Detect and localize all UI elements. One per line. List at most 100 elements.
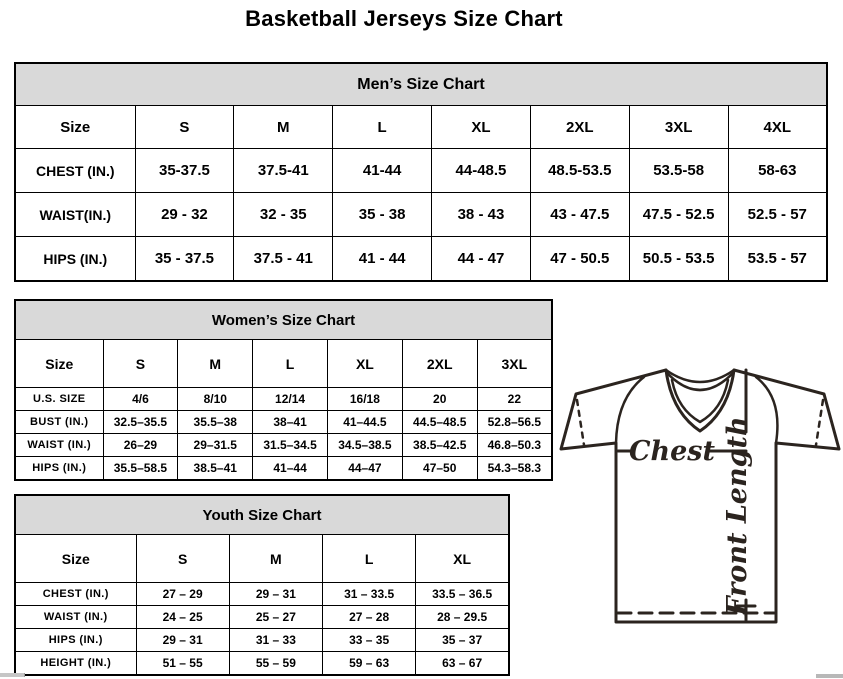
size-value-cell: 51 – 55	[135, 651, 230, 676]
size-value-cell: 33 – 35	[321, 628, 417, 652]
table-header-row: Size S M L XL 2XL 3XL	[14, 339, 553, 388]
row-label: U.S. SIZE	[14, 387, 104, 411]
column-header: 2XL	[529, 105, 630, 149]
front-length-label: Front Length	[722, 416, 753, 616]
size-value-cell: 29 – 31	[135, 628, 230, 652]
column-header: Size	[14, 534, 137, 583]
table-row: WAIST(IN.) 29 - 32 32 - 35 35 - 38 38 - …	[14, 192, 828, 237]
table-row: HIPS (IN.) 35 - 37.5 37.5 - 41 41 - 44 4…	[14, 236, 828, 282]
column-header: Size	[14, 105, 136, 149]
size-value-cell: 38 - 43	[431, 192, 531, 237]
column-header: L	[252, 339, 328, 388]
vneck-outer	[664, 368, 736, 433]
size-value-cell: 38.5–41	[177, 456, 254, 481]
size-value-cell: 54.3–58.3	[476, 456, 553, 481]
size-value-cell: 50.5 - 53.5	[628, 236, 729, 282]
size-value-cell: 35 – 37	[415, 628, 510, 652]
size-value-cell: 12/14	[252, 387, 328, 411]
table-header-row: Size S M L XL 2XL 3XL 4XL	[14, 105, 828, 149]
size-value-cell: 22	[476, 387, 553, 411]
size-value-cell: 27 – 29	[135, 582, 230, 606]
size-value-cell: 43 - 47.5	[529, 192, 630, 237]
row-label: WAIST (IN.)	[14, 433, 104, 457]
size-value-cell: 53.5 - 57	[727, 236, 828, 282]
size-value-cell: 20	[401, 387, 478, 411]
row-label: CHEST (IN.)	[14, 582, 137, 606]
column-header: S	[135, 534, 230, 583]
size-value-cell: 35 - 38	[332, 192, 433, 237]
size-value-cell: 37.5-41	[233, 148, 334, 193]
column-header: M	[233, 105, 334, 149]
table-row: WAIST (IN.) 26–29 29–31.5 31.5–34.5 34.5…	[14, 433, 553, 457]
size-value-cell: 58-63	[727, 148, 828, 193]
horizontal-scrollbar-fragment-right[interactable]	[816, 674, 843, 678]
horizontal-scrollbar-fragment-left[interactable]	[0, 673, 25, 677]
column-header: M	[228, 534, 324, 583]
table-row: WAIST (IN.) 24 – 25 25 – 27 27 – 28 28 –…	[14, 605, 510, 629]
size-value-cell: 32.5–35.5	[102, 410, 179, 434]
column-header: 3XL	[476, 339, 553, 388]
column-header: 4XL	[727, 105, 828, 149]
size-value-cell: 4/6	[102, 387, 179, 411]
armhole-seam-right	[754, 375, 779, 445]
table-row: HEIGHT (IN.) 51 – 55 55 – 59 59 – 63 63 …	[14, 651, 510, 676]
row-label: HIPS (IN.)	[14, 628, 137, 652]
table-row: U.S. SIZE 4/6 8/10 12/14 16/18 20 22	[14, 387, 553, 411]
size-value-cell: 35-37.5	[134, 148, 235, 193]
size-value-cell: 27 – 28	[321, 605, 417, 629]
size-value-cell: 31.5–34.5	[252, 433, 328, 457]
size-value-cell: 48.5-53.5	[529, 148, 630, 193]
size-value-cell: 47.5 - 52.5	[628, 192, 729, 237]
size-value-cell: 52.5 - 57	[727, 192, 828, 237]
size-value-cell: 29–31.5	[177, 433, 254, 457]
size-value-cell: 35.5–58.5	[102, 456, 179, 481]
column-header: XL	[431, 105, 531, 149]
row-label: HIPS (IN.)	[14, 236, 136, 282]
table-row: HIPS (IN.) 35.5–58.5 38.5–41 41–44 44–47…	[14, 456, 553, 481]
size-value-cell: 28 – 29.5	[415, 605, 510, 629]
column-header: M	[177, 339, 254, 388]
row-label: HIPS (IN.)	[14, 456, 104, 481]
size-value-cell: 46.8–50.3	[476, 433, 553, 457]
size-value-cell: 29 - 32	[134, 192, 235, 237]
size-value-cell: 24 – 25	[135, 605, 230, 629]
size-value-cell: 29 – 31	[228, 582, 324, 606]
size-value-cell: 38.5–42.5	[401, 433, 478, 457]
column-header: XL	[415, 534, 510, 583]
size-value-cell: 63 – 67	[415, 651, 510, 676]
size-value-cell: 44-48.5	[431, 148, 531, 193]
cuff-stitch-left	[575, 398, 586, 447]
size-value-cell: 47–50	[401, 456, 478, 481]
column-header: L	[321, 534, 417, 583]
table-row: BUST (IN.) 32.5–35.5 35.5–38 38–41 41–44…	[14, 410, 553, 434]
row-label: CHEST (IN.)	[14, 148, 136, 193]
column-header: XL	[326, 339, 403, 388]
jersey-outline	[559, 368, 841, 624]
size-value-cell: 59 – 63	[321, 651, 417, 676]
size-value-cell: 41 - 44	[332, 236, 433, 282]
table-header-row: Size S M L XL	[14, 534, 510, 583]
column-header: 2XL	[401, 339, 478, 388]
size-value-cell: 47 - 50.5	[529, 236, 630, 282]
size-value-cell: 25 – 27	[228, 605, 324, 629]
table-row: CHEST (IN.) 35-37.5 37.5-41 41-44 44-48.…	[14, 148, 828, 193]
row-label: WAIST (IN.)	[14, 605, 137, 629]
size-value-cell: 55 – 59	[228, 651, 324, 676]
size-value-cell: 37.5 - 41	[233, 236, 334, 282]
size-value-cell: 44–47	[326, 456, 403, 481]
size-value-cell: 44.5–48.5	[401, 410, 478, 434]
row-label: WAIST(IN.)	[14, 192, 136, 237]
mens-size-table: Men’s Size Chart Size S M L XL 2XL 3XL 4…	[14, 62, 828, 282]
youth-chart-title: Youth Size Chart	[14, 494, 510, 535]
size-value-cell: 34.5–38.5	[326, 433, 403, 457]
collar-arc-inner	[666, 372, 734, 392]
row-label: HEIGHT (IN.)	[14, 651, 137, 676]
size-value-cell: 41-44	[332, 148, 433, 193]
column-header: S	[102, 339, 179, 388]
column-header: 3XL	[628, 105, 729, 149]
mens-chart-title: Men’s Size Chart	[14, 62, 828, 106]
size-value-cell: 44 - 47	[431, 236, 531, 282]
table-row: CHEST (IN.) 27 – 29 29 – 31 31 – 33.5 33…	[14, 582, 510, 606]
chest-label: Chest	[629, 436, 715, 467]
cuff-stitch-right	[814, 398, 825, 447]
